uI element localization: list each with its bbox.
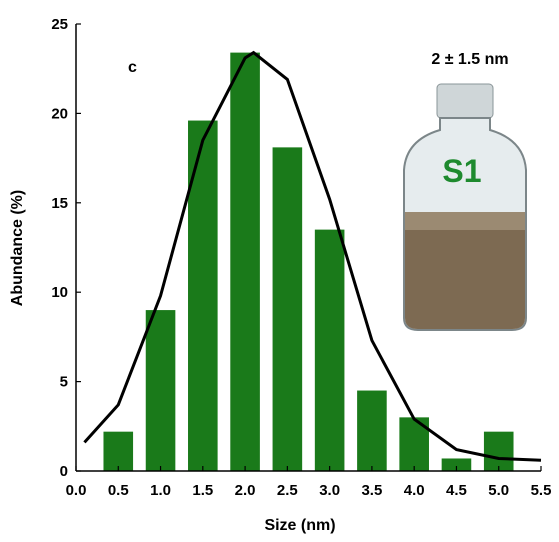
x-tick-label: 3.5 — [361, 482, 382, 499]
x-tick-label: 0.0 — [66, 482, 87, 499]
bar — [230, 53, 260, 471]
panel-label: c — [128, 59, 137, 76]
y-tick-label: 5 — [60, 374, 68, 391]
bar — [273, 147, 303, 471]
x-tick-label: 4.0 — [404, 482, 425, 499]
x-tick-label: 1.0 — [150, 482, 171, 499]
x-tick-label: 5.0 — [488, 482, 509, 499]
chart: c 2 ± 1.5 nm S1 Size (nm) Abundance (%) … — [0, 0, 559, 542]
y-tick-label: 20 — [51, 105, 68, 122]
x-tick-label: 2.0 — [235, 482, 256, 499]
bar — [315, 230, 345, 471]
x-tick-label: 5.5 — [531, 482, 552, 499]
sample-label: S1 — [442, 153, 481, 189]
size-annotation: 2 ± 1.5 nm — [431, 51, 508, 68]
y-tick-label: 10 — [51, 284, 68, 301]
bar — [484, 432, 514, 471]
x-tick-label: 2.5 — [277, 482, 298, 499]
bar — [357, 391, 387, 471]
y-axis-label: Abundance (%) — [9, 190, 26, 306]
liquid-surface — [405, 212, 525, 230]
y-tick-label: 0 — [60, 463, 68, 480]
x-axis-label: Size (nm) — [264, 517, 335, 534]
bar — [146, 310, 176, 471]
y-tick-label: 15 — [51, 195, 68, 212]
x-tick-label: 1.5 — [192, 482, 213, 499]
bar — [103, 432, 133, 471]
x-tick-label: 4.5 — [446, 482, 467, 499]
x-tick-label: 0.5 — [108, 482, 129, 499]
x-tick-label: 3.0 — [319, 482, 340, 499]
vial-neck — [437, 84, 493, 118]
vial-photo — [398, 78, 532, 336]
y-tick-label: 25 — [51, 16, 68, 33]
